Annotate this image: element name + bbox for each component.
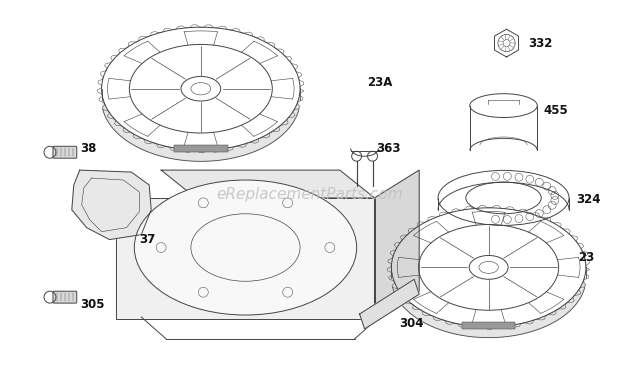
Polygon shape [103, 98, 299, 161]
Text: 305: 305 [80, 297, 104, 310]
Polygon shape [117, 198, 374, 319]
Polygon shape [374, 170, 419, 319]
Text: 23A: 23A [368, 76, 393, 89]
Text: 38: 38 [80, 142, 96, 155]
Text: 23: 23 [578, 251, 594, 264]
Polygon shape [360, 279, 419, 329]
Bar [174, 145, 228, 152]
FancyBboxPatch shape [53, 146, 77, 158]
Text: 455: 455 [543, 104, 568, 117]
Polygon shape [392, 277, 585, 338]
Polygon shape [161, 170, 374, 198]
Ellipse shape [135, 180, 356, 315]
Text: eReplacementParts.com: eReplacementParts.com [216, 188, 404, 202]
Text: 363: 363 [376, 142, 401, 155]
Bar [462, 322, 515, 329]
FancyBboxPatch shape [53, 291, 77, 303]
Text: 324: 324 [576, 194, 601, 206]
Text: 304: 304 [399, 317, 424, 330]
Polygon shape [72, 170, 151, 240]
Text: 332: 332 [528, 37, 552, 50]
Text: 37: 37 [140, 233, 156, 246]
